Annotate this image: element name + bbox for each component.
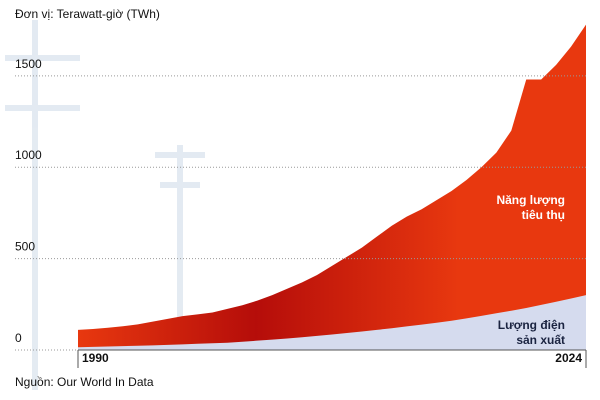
series-label: Năng lượng tiêu thụ (496, 193, 565, 222)
y-tick-label: 500 (15, 240, 35, 254)
series-label: Lượng điện sản xuất (497, 318, 565, 347)
chart-title: Đơn vị: Terawatt-giờ (TWh) (15, 7, 160, 21)
x-tick-label: 2024 (555, 351, 582, 365)
y-tick-label: 1500 (15, 57, 42, 71)
y-tick-label: 1000 (15, 148, 42, 162)
area (78, 24, 586, 351)
source-note: Nguồn: Our World In Data (15, 375, 154, 389)
area (78, 295, 586, 350)
pylon-decoration (5, 20, 205, 390)
x-tick-label: 1990 (82, 351, 109, 365)
y-tick-label: 0 (15, 331, 22, 345)
